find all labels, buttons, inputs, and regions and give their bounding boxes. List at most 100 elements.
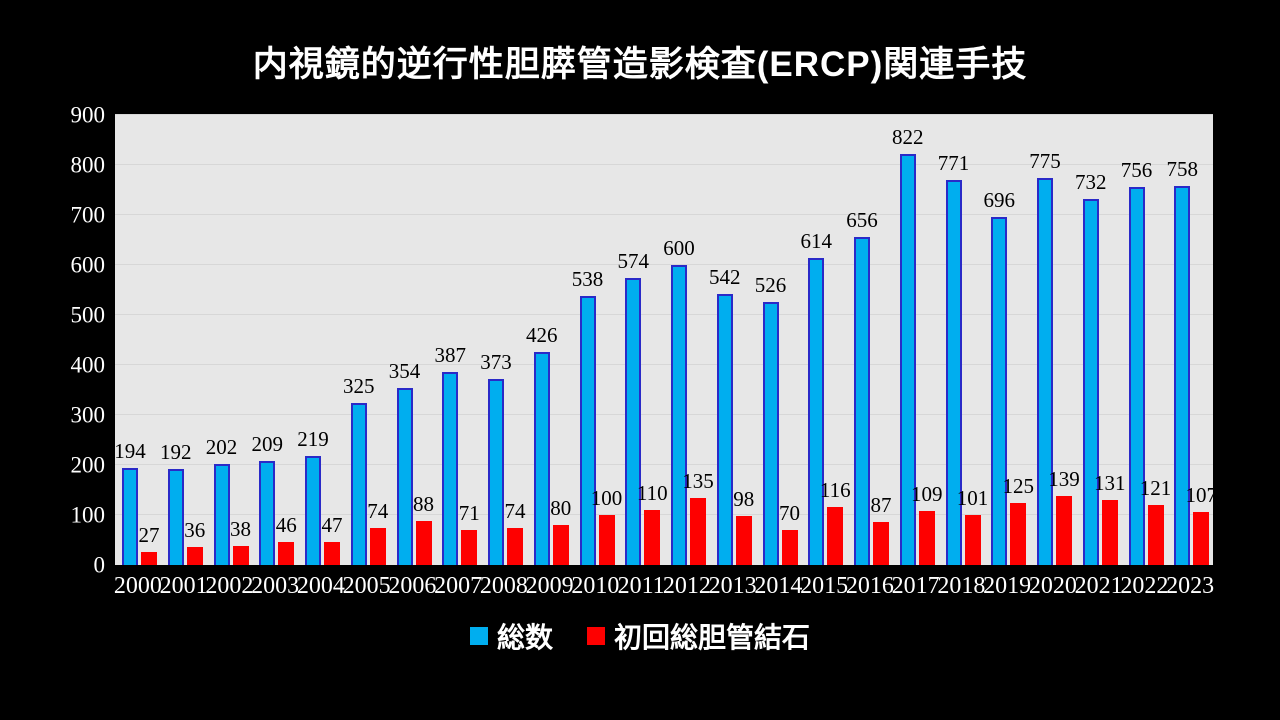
total-bar-2002: [213, 464, 230, 565]
total-label-2016: 656: [846, 208, 878, 232]
stone-bar-2018: [964, 514, 981, 565]
x-tick-label-2005: 2005: [342, 573, 391, 599]
x-tick-label-2001: 2001: [159, 573, 208, 599]
total-bar-2004: [305, 455, 321, 565]
total-bar-2015: [808, 258, 825, 565]
x-tick-label-2019: 2019: [983, 573, 1032, 599]
legend-item-total: 総数: [469, 616, 553, 656]
stone-bar-2007: [461, 529, 478, 565]
total-bar-2018: [945, 179, 962, 565]
stone-label-2014: 70: [779, 501, 800, 525]
y-tick-label: 900: [70, 102, 106, 128]
y-tick-label: 600: [70, 252, 106, 278]
total-bar-2008: [488, 378, 504, 565]
total-label-2009: 426: [526, 323, 558, 347]
y-tick-label: 300: [70, 402, 106, 428]
x-tick-label-2015: 2015: [800, 573, 849, 599]
stone-label-2020: 139: [1048, 466, 1080, 491]
total-label-2000: 194: [114, 439, 146, 463]
legend-item-stones: 初回総胆管結石: [587, 616, 810, 656]
y-tick-label: 400: [70, 352, 106, 378]
x-tick-label-2013: 2013: [708, 573, 757, 599]
total-bar-2005: [350, 402, 367, 565]
y-tick-label: 200: [70, 452, 106, 478]
x-tick-label-2000: 2000: [113, 573, 162, 599]
plot-area: 194 27 192 36 202 38 209 46 219 47 325 74 354 88 387 71…: [114, 114, 1217, 565]
total-bar-2014: [762, 302, 779, 565]
stone-bar-2002: [232, 546, 249, 565]
x-tick-label-2022: 2022: [1120, 573, 1169, 599]
stone-bar-2004: [324, 541, 340, 565]
x-tick-label-2008: 2008: [479, 573, 528, 599]
x-tick-label-2014: 2014: [754, 573, 803, 599]
total-label-2007: 387: [434, 342, 467, 367]
stone-label-2019: 125: [1002, 473, 1035, 498]
stone-bar-2009: [552, 525, 569, 565]
stone-label-2003: 46: [275, 513, 297, 537]
legend-label: 総数: [496, 622, 553, 653]
total-label-2010: 538: [571, 267, 604, 291]
legend-swatch-icon: [469, 627, 488, 645]
stone-bar-2020: [1056, 495, 1072, 565]
chart-title: 内視鏡的逆行性胆膵管造影検査(ERCP)関連手技: [252, 45, 1028, 84]
total-bar-2011: [625, 278, 642, 565]
x-tick-label-2003: 2003: [251, 573, 300, 599]
stone-label-2005: 74: [367, 499, 389, 523]
total-label-2004: 219: [297, 426, 329, 451]
total-label-2003: 209: [251, 431, 284, 456]
total-label-2013: 542: [709, 265, 741, 289]
legend-label: 初回総胆管結石: [614, 622, 811, 653]
x-tick-label-2017: 2017: [891, 573, 940, 599]
gridline-600: [115, 264, 1213, 265]
total-label-2011: 574: [617, 249, 650, 273]
x-tick-label-2016: 2016: [845, 573, 894, 599]
stone-label-2002: 38: [230, 517, 251, 541]
stone-label-2010: 100: [590, 486, 623, 510]
total-label-2005: 325: [343, 373, 375, 398]
total-bar-2021: [1082, 199, 1099, 565]
x-tick-label-2010: 2010: [571, 573, 620, 599]
total-bar-2020: [1037, 177, 1053, 565]
stone-label-2021: 131: [1094, 470, 1126, 495]
total-bar-2009: [533, 352, 550, 565]
stone-label-2000: 27: [138, 522, 160, 547]
stone-bar-2017: [918, 510, 935, 565]
total-label-2018: 771: [937, 150, 970, 175]
stone-label-2018: 101: [956, 485, 989, 510]
total-bar-2000: [122, 468, 138, 565]
gridline-100: [115, 514, 1213, 515]
stone-bar-2022: [1147, 504, 1164, 565]
x-tick-label-2002: 2002: [205, 573, 254, 599]
stone-bar-2015: [827, 507, 844, 565]
x-tick-label-2020: 2020: [1028, 573, 1077, 599]
stone-bar-2010: [598, 515, 615, 565]
total-label-2019: 696: [983, 188, 1016, 212]
stone-label-2022: 121: [1139, 475, 1172, 500]
stone-bar-2016: [873, 521, 889, 565]
total-bar-2023: [1174, 186, 1191, 565]
stone-bar-2003: [278, 542, 295, 565]
total-bar-2022: [1128, 187, 1145, 565]
stone-label-2016: 87: [870, 492, 892, 517]
total-label-2021: 732: [1075, 170, 1107, 194]
gridline-800: [115, 164, 1213, 165]
gridline-500: [115, 314, 1213, 315]
gridline-300: [115, 414, 1213, 415]
stone-bar-2008: [507, 528, 523, 565]
stone-label-2008: 74: [504, 499, 526, 523]
total-bar-2006: [396, 388, 413, 565]
stone-label-2009: 80: [550, 496, 572, 520]
stone-bar-2005: [369, 528, 386, 565]
stone-bar-2011: [644, 510, 661, 565]
stone-label-2015: 116: [819, 478, 851, 502]
x-tick-label-2004: 2004: [296, 573, 345, 599]
stone-label-2001: 36: [184, 518, 206, 542]
total-bar-2007: [442, 371, 459, 565]
total-label-2002: 202: [205, 435, 238, 459]
legend: 総数 初回総胆管結石: [0, 616, 1280, 656]
gridline-900: [115, 114, 1213, 115]
stone-bar-2014: [781, 530, 798, 565]
total-label-2020: 775: [1029, 148, 1061, 173]
total-bar-2010: [579, 296, 596, 565]
total-bar-2017: [899, 154, 916, 565]
